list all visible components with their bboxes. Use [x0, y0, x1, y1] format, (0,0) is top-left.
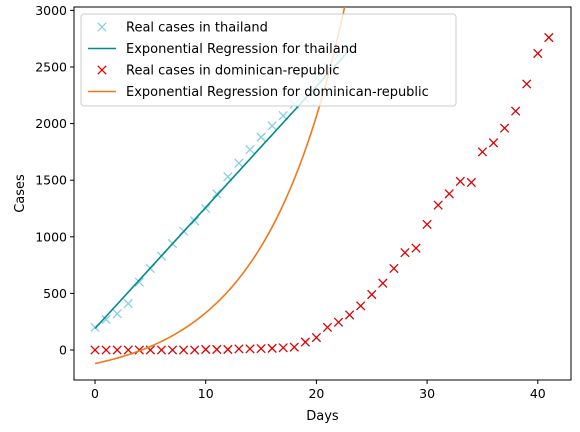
data-point [223, 344, 233, 355]
data-point [234, 344, 244, 354]
data-point [112, 345, 122, 355]
data-point [189, 345, 200, 355]
legend-label: Real cases in dominican-republic [126, 64, 339, 79]
legend-marker-swatch [97, 22, 107, 32]
data-point [112, 309, 122, 319]
data-point [522, 79, 532, 89]
data-point [245, 144, 255, 155]
x-tick-label: 20 [308, 386, 324, 401]
y-tick-label: 3000 [35, 3, 67, 18]
data-point [123, 345, 133, 355]
data-point [544, 32, 554, 43]
data-point [510, 106, 521, 116]
legend-item: Real cases in thailand [97, 21, 268, 36]
data-point [433, 200, 443, 210]
data-point [212, 189, 222, 199]
data-point [300, 337, 311, 347]
y-axis-ticks: 0 500 1000 1500 2000 2500 3000 [35, 3, 74, 358]
data-point [267, 121, 277, 131]
legend-label: Exponential Regression for thailand [126, 42, 357, 57]
x-tick-label: 40 [530, 386, 546, 401]
y-tick-label: 1500 [35, 173, 67, 188]
data-point [356, 301, 366, 311]
data-point [344, 310, 355, 320]
data-point [101, 345, 111, 355]
y-tick-label: 2500 [35, 59, 67, 74]
y-tick-label: 2000 [35, 116, 67, 131]
data-point [311, 332, 322, 343]
legend-item: Exponential Regression for thailand [88, 42, 357, 57]
plot-frame [73, 6, 572, 381]
data-point [256, 343, 266, 354]
data-point [455, 176, 465, 186]
data-point [278, 343, 288, 353]
data-point [245, 344, 255, 354]
data-point [201, 344, 211, 355]
data-point [477, 147, 488, 157]
data-point [533, 48, 543, 59]
data-point [101, 314, 111, 325]
x-tick-label: 10 [198, 386, 214, 401]
legend-items: Real cases in thailand Exponential Regres… [88, 21, 429, 100]
x-axis-label: Days [306, 409, 339, 424]
data-point [322, 322, 333, 333]
data-point [444, 189, 454, 199]
x-axis-ticks: 0 10 20 30 40 [91, 380, 546, 401]
series-2 [90, 32, 554, 355]
legend-item: Real cases in dominican-republic [97, 64, 339, 79]
data-point [367, 289, 377, 300]
legend-item: Exponential Regression for dominican-rep… [88, 85, 429, 100]
legend-label: Exponential Regression for dominican-rep… [126, 85, 429, 100]
y-tick-label: 1000 [35, 229, 67, 244]
data-point [134, 277, 144, 287]
data-point [267, 343, 277, 353]
y-tick-label: 0 [59, 343, 67, 358]
data-point [167, 345, 178, 355]
legend-label: Real cases in thailand [126, 21, 268, 36]
data-point [90, 345, 100, 355]
data-point [499, 123, 510, 133]
data-point [422, 219, 432, 230]
data-point [289, 342, 299, 352]
data-point [411, 243, 421, 253]
x-tick-label: 30 [419, 386, 435, 401]
data-point [256, 132, 266, 142]
data-point [389, 263, 399, 274]
data-point [333, 317, 344, 327]
legend-marker-swatch [97, 65, 107, 75]
data-point [378, 278, 388, 288]
y-axis-label: Cases [13, 174, 28, 213]
y-tick-label: 500 [43, 286, 67, 301]
data-point [488, 138, 499, 148]
data-point [156, 345, 167, 355]
data-point [123, 298, 133, 309]
legend: Real cases in thailand Exponential Regres… [80, 13, 457, 107]
data-point [466, 177, 477, 188]
legend-box [80, 13, 457, 107]
data-point [212, 344, 222, 355]
data-point [234, 158, 244, 168]
x-tick-label: 0 [91, 386, 99, 401]
data-point [400, 247, 410, 258]
data-point [134, 345, 144, 355]
data-point [178, 345, 189, 355]
